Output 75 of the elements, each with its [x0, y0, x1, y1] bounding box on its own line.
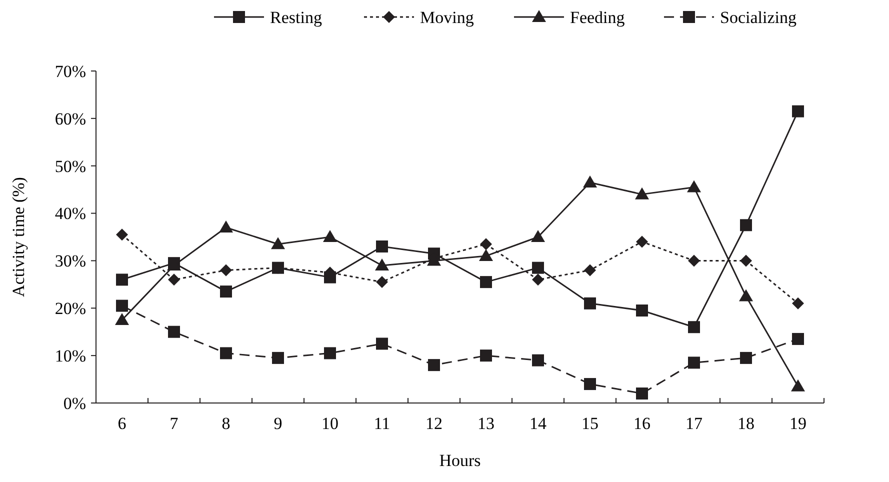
point: [480, 350, 492, 362]
point: [376, 338, 388, 350]
point: [792, 297, 804, 310]
x-tick-label: 13: [478, 414, 494, 433]
point: [688, 254, 700, 267]
y-tick-label: 0%: [63, 394, 86, 413]
point: [687, 180, 701, 192]
point: [323, 230, 337, 242]
y-tick-label: 40%: [54, 204, 86, 224]
point: [636, 388, 648, 400]
point: [168, 326, 180, 338]
point: [272, 352, 284, 364]
point: [220, 347, 232, 360]
legend-label: Moving: [420, 8, 474, 27]
point: [115, 313, 129, 325]
point: [635, 187, 649, 200]
point: [479, 248, 493, 261]
point: [220, 286, 232, 298]
point: [792, 105, 804, 118]
y-axis-title: Activity time (%): [9, 177, 28, 297]
point: [688, 356, 700, 369]
y-tick-label: 30%: [54, 252, 86, 271]
legend-label: Feeding: [570, 8, 626, 27]
x-tick-label: 17: [686, 414, 703, 433]
x-tick-label: 16: [634, 414, 650, 433]
point: [116, 228, 128, 241]
legend-label: Resting: [270, 8, 322, 27]
point: [376, 240, 388, 252]
x-tick-label: 15: [582, 414, 598, 433]
x-tick-label: 7: [170, 414, 179, 433]
point: [532, 354, 544, 366]
point: [740, 352, 752, 364]
point: [531, 230, 545, 242]
point: [636, 304, 648, 317]
point: [584, 264, 596, 276]
point: [480, 276, 492, 288]
point: [583, 175, 597, 188]
point: [792, 332, 804, 345]
point: [271, 237, 285, 250]
x-tick-label: 9: [274, 414, 282, 433]
point: [740, 254, 752, 267]
point: [168, 274, 180, 286]
point: [116, 274, 128, 286]
y-tick-label: 70%: [54, 62, 86, 81]
point: [480, 238, 492, 250]
x-tick-label: 6: [118, 414, 126, 433]
point: [116, 300, 128, 312]
point: [324, 347, 336, 360]
point: [532, 274, 544, 286]
x-tick-label: 10: [322, 414, 338, 433]
x-tick-label: 11: [374, 414, 390, 433]
x-tick-label: 18: [738, 414, 754, 433]
x-tick-label: 19: [790, 414, 806, 433]
point: [740, 219, 752, 232]
legend-label: Socializing: [720, 8, 797, 27]
x-tick-label: 12: [426, 414, 442, 433]
point: [532, 262, 544, 274]
point: [220, 264, 232, 276]
y-tick-label: 60%: [54, 109, 86, 128]
point: [428, 359, 440, 372]
x-tick-label: 8: [222, 414, 230, 433]
point: [219, 220, 233, 233]
x-axis-title: Hours: [439, 451, 481, 470]
point: [739, 289, 753, 302]
y-tick-label: 10%: [54, 346, 86, 366]
point: [688, 321, 700, 334]
point: [584, 378, 596, 390]
point: [584, 297, 596, 310]
point: [376, 276, 388, 288]
point: [636, 236, 648, 248]
x-tick-label: 14: [530, 414, 547, 433]
y-tick-label: 20%: [54, 299, 86, 318]
point: [791, 379, 805, 392]
y-tick-label: 50%: [54, 156, 86, 176]
point: [375, 258, 389, 270]
